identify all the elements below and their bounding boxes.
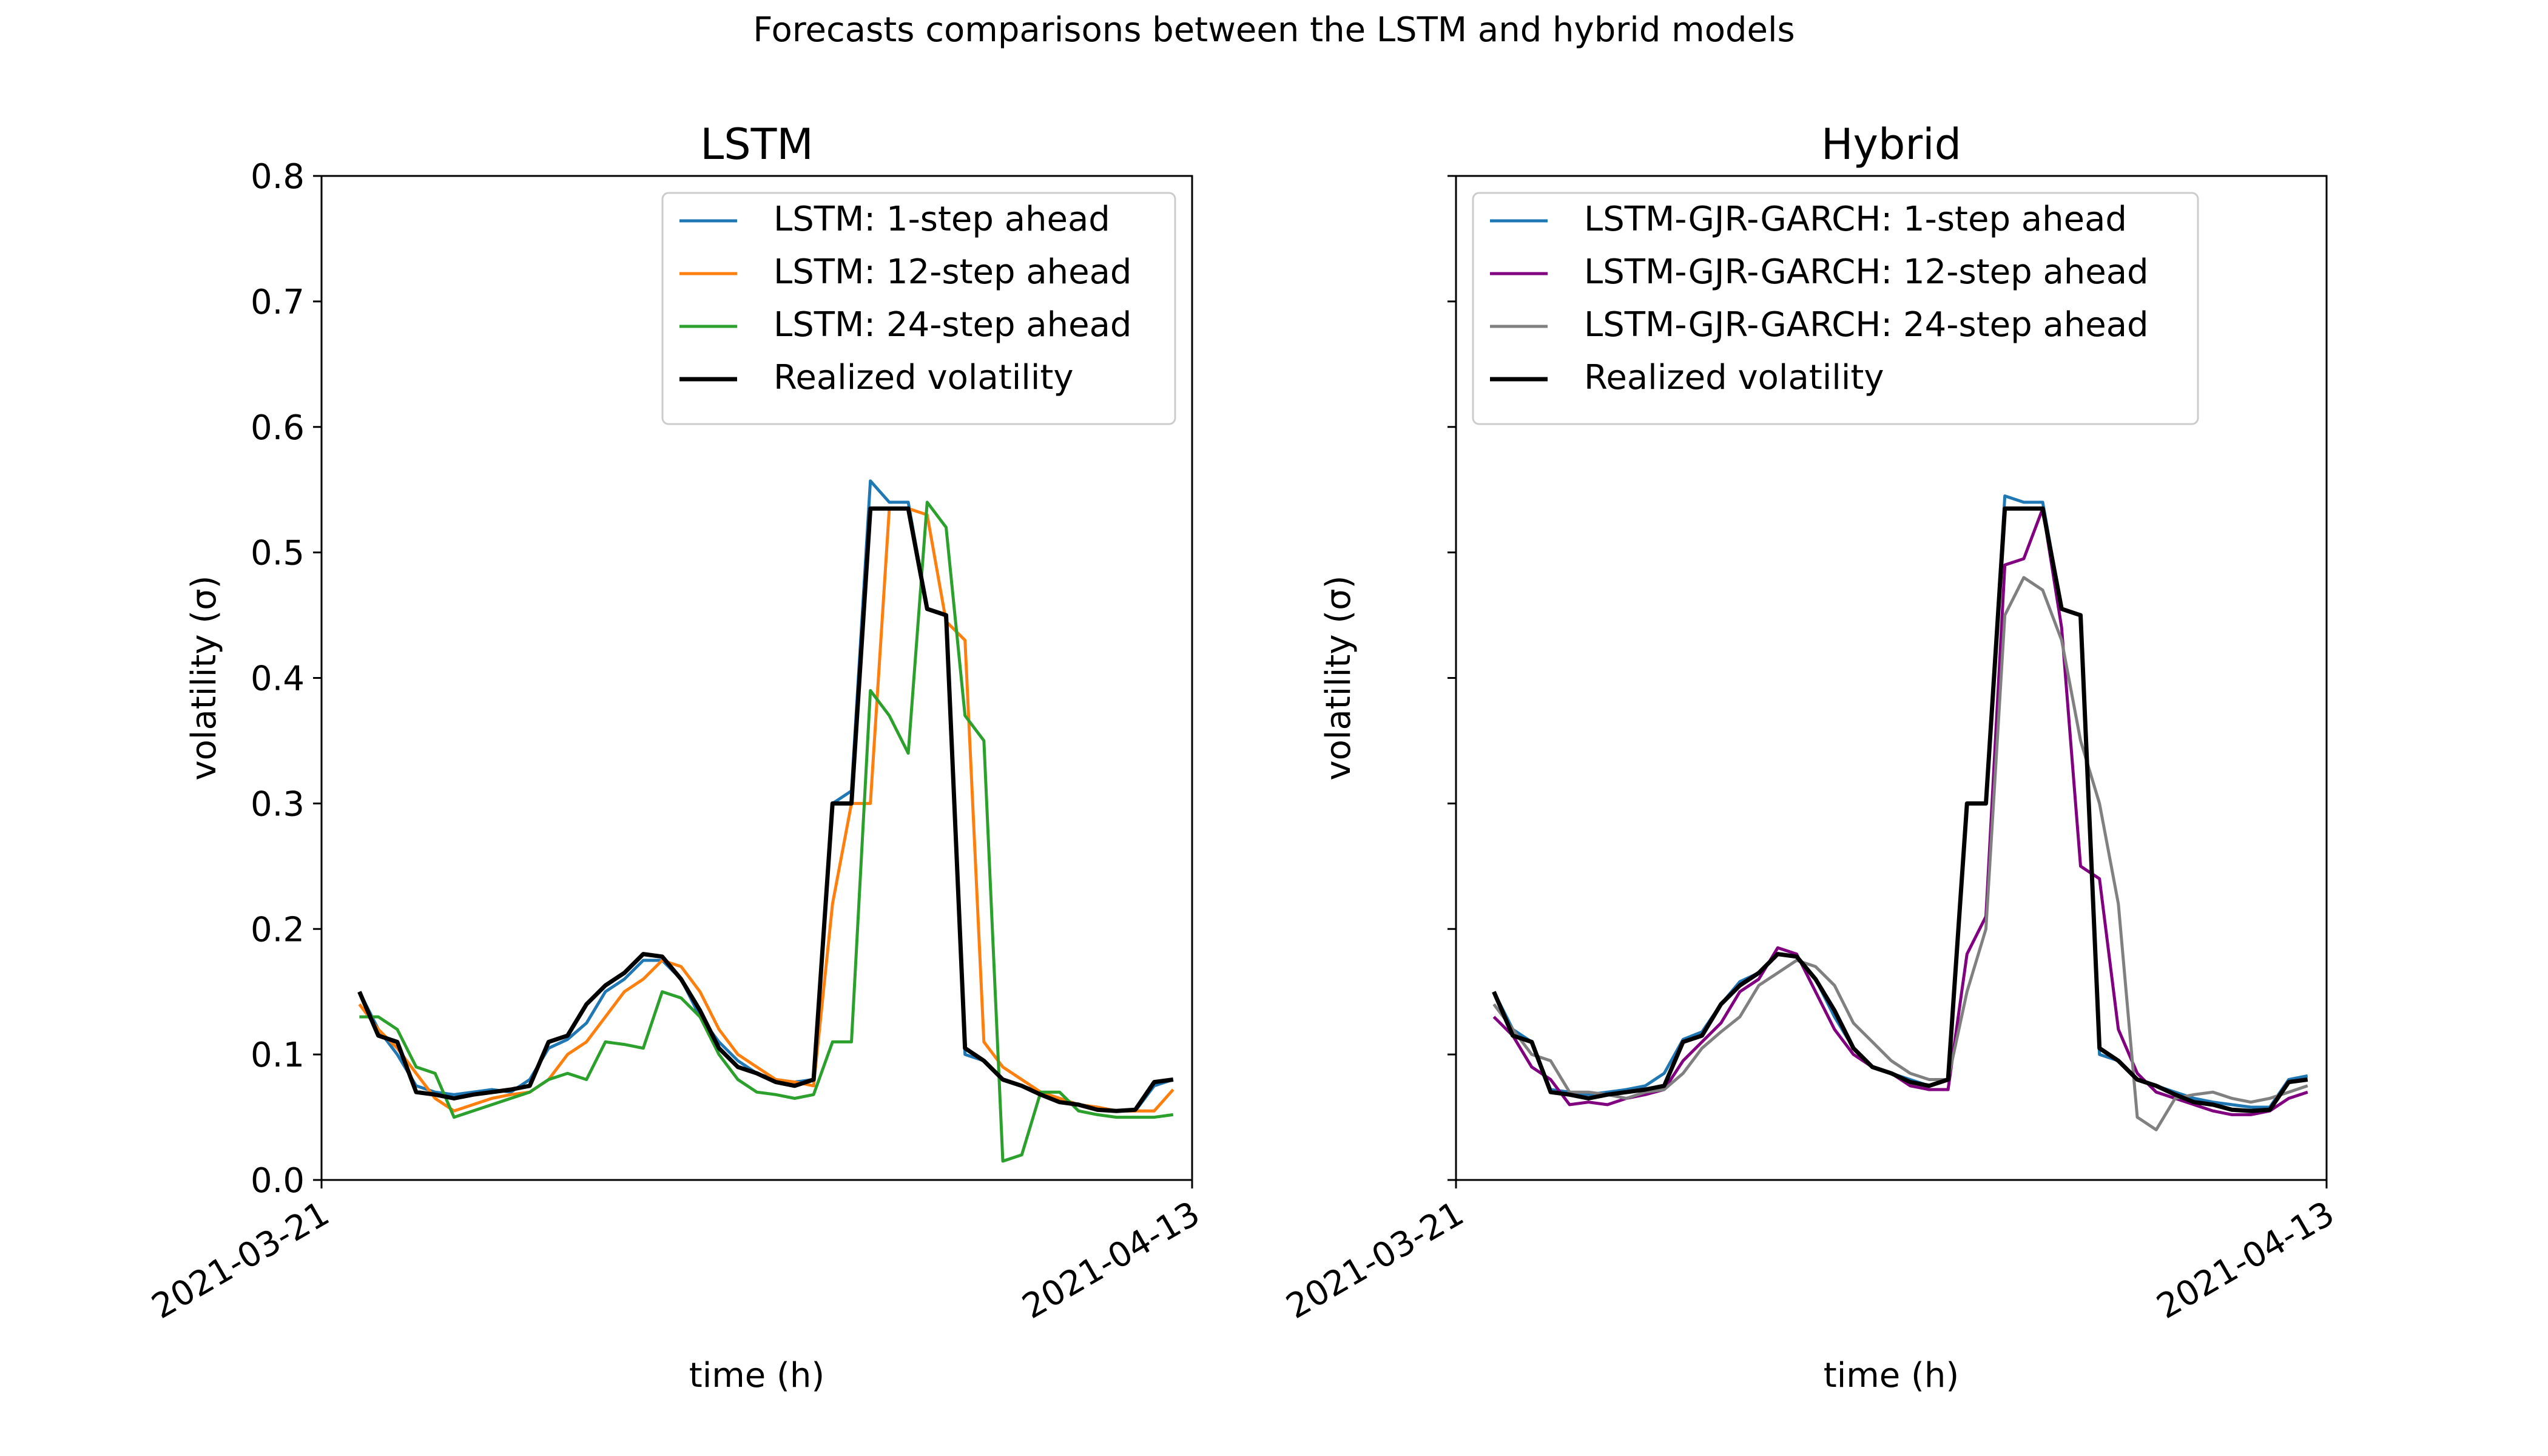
series-line-2 [1492,576,2308,1131]
x-axis-label: time (h) [689,1356,825,1395]
legend-box [661,192,1176,425]
x-tick-label: 2021-04-13 [1016,1194,1206,1327]
legend-entry-label: LSTM: 12-step ahead [774,252,1131,292]
series-group [1492,494,2308,1131]
legend-entry-label: LSTM-GJR-GARCH: 24-step ahead [1584,305,2149,345]
x-tick-label: 2021-04-13 [2150,1194,2341,1327]
series-line-3 [1492,506,2308,1113]
y-axis-label: volatility (σ) [184,576,224,781]
charts-container: LSTM 0.0 0.1 0.2 0.3 0.4 0.5 0.6 0.7 0.8 2021-03-2… [145,120,2341,1395]
series-line-3 [357,506,1174,1113]
legend-box [1472,192,2199,425]
chart-title: Hybrid [1821,120,1961,169]
legend: LSTM-GJR-GARCH: 1-step ahead LSTM-GJR-GAR… [1472,192,2199,425]
y-tick-label: 0.3 [251,784,305,824]
series-line-1 [358,507,1175,1113]
x-tick-label: 2021-03-21 [1279,1194,1470,1327]
legend-entry-label: LSTM-GJR-GARCH: 1-step ahead [1584,200,2127,239]
series-line-0 [358,479,1174,1113]
chart-panel-hybrid: Hybrid 2021-03-21 2021-04-13 time (h) volati… [1279,120,2341,1395]
y-tick-label: 0.8 [251,157,305,197]
y-tick-label: 0.6 [251,408,305,448]
x-axis-label: time (h) [1824,1356,1960,1395]
series-line-1 [1492,507,2308,1116]
y-tick-label: 0.0 [251,1161,305,1201]
legend: LSTM: 1-step ahead LSTM: 12-step ahead LST… [661,192,1176,425]
legend-entry-label: LSTM: 24-step ahead [774,305,1131,345]
legend-entry-label: LSTM-GJR-GARCH: 12-step ahead [1584,252,2149,292]
x-tick-label: 2021-03-21 [145,1194,335,1327]
legend-entry-label: LSTM: 1-step ahead [774,200,1110,239]
y-tick-label: 0.2 [251,910,305,949]
legend-entry-label: Realized volatility [1584,358,1884,397]
chart-title: LSTM [700,120,814,169]
y-tick-label: 0.4 [251,659,305,699]
series-group [357,479,1175,1163]
chart-panel-lstm: LSTM 0.0 0.1 0.2 0.3 0.4 0.5 0.6 0.7 0.8 2021-03-2… [145,120,1206,1395]
y-tick-label: 0.1 [251,1036,305,1075]
legend-entry-label: Realized volatility [774,358,1073,397]
y-tick-label: 0.7 [251,283,305,322]
y-axis-label: volatility (σ) [1319,576,1358,781]
series-line-0 [1492,494,2308,1109]
y-tick-label: 0.5 [251,534,305,573]
figure-suptitle: Forecasts comparisons between the LSTM a… [753,10,1795,50]
series-line-2 [359,500,1174,1163]
